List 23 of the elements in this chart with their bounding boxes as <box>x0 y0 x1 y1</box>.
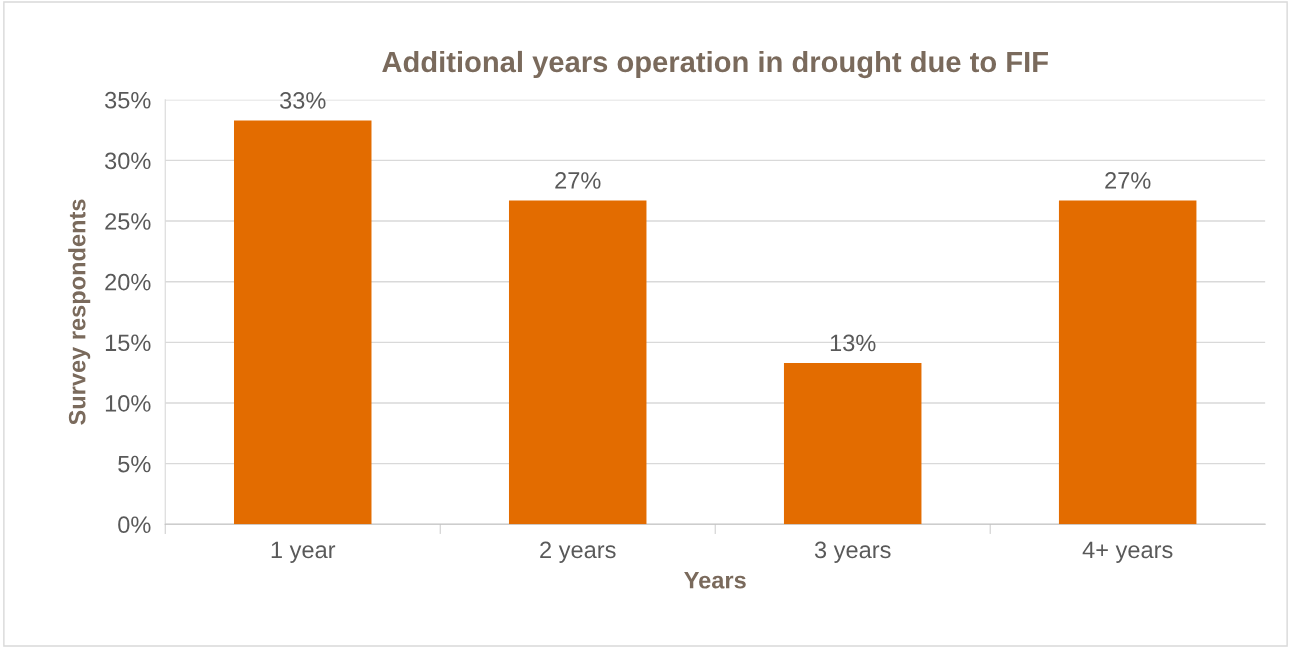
bar <box>783 362 922 525</box>
y-tick-label: 15% <box>105 334 151 352</box>
data-label: 27% <box>555 172 601 189</box>
y-tick-label: 35% <box>105 91 151 109</box>
bar <box>233 120 372 525</box>
x-tick-label: 1 year <box>271 541 336 563</box>
x-tick-label: 3 years <box>814 541 891 563</box>
y-tick-label: 5% <box>118 455 151 473</box>
data-label: 13% <box>830 334 876 352</box>
x-tick-label: 4+ years <box>1082 541 1173 563</box>
y-tick-label: 25% <box>105 213 151 230</box>
y-axis-title: Survey respondents <box>68 199 91 425</box>
y-tick-label: 20% <box>105 273 151 291</box>
chart-title: Additional years operation in drought due to FIF <box>382 50 1048 79</box>
y-tick-label: 10% <box>105 395 151 412</box>
bar <box>508 200 647 525</box>
x-axis-title: Years <box>684 572 746 589</box>
x-tick-label: 2 years <box>540 541 616 563</box>
data-label: 33% <box>280 92 326 109</box>
data-label: 27% <box>1105 172 1151 189</box>
y-tick-label: 30% <box>105 152 151 170</box>
y-tick-label: 0% <box>118 516 151 534</box>
bar <box>1058 200 1197 525</box>
